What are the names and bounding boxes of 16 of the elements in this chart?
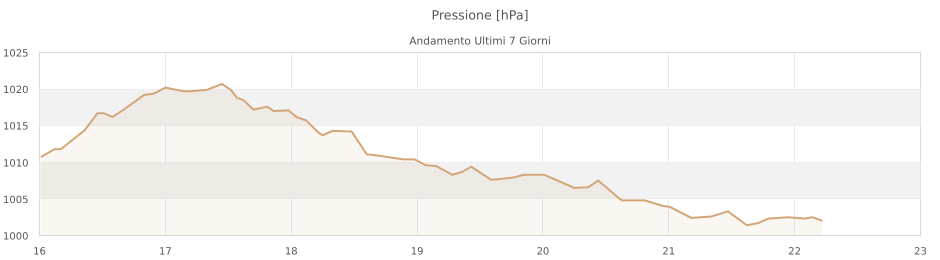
x-tick-label: 17 [158, 246, 172, 258]
x-tick-label: 21 [662, 246, 676, 258]
y-tick-label: 1025 [3, 48, 29, 60]
y-tick-label: 1010 [3, 158, 29, 170]
x-tick-label: 23 [914, 246, 927, 258]
chart-title: Pressione [hPa] [431, 8, 529, 22]
chart-subtitle: Andamento Ultimi 7 Giorni [409, 34, 551, 48]
x-tick-label: 22 [788, 246, 802, 258]
y-tick-label: 1005 [3, 194, 29, 206]
y-tick-label: 1020 [3, 85, 29, 96]
x-tick-label: 19 [410, 246, 424, 258]
x-tick-label: 20 [536, 246, 550, 258]
y-tick-label: 1015 [3, 122, 29, 133]
x-tick-label: 18 [284, 246, 298, 258]
x-tick-label: 16 [33, 246, 46, 258]
y-tick-label: 1000 [3, 232, 29, 242]
